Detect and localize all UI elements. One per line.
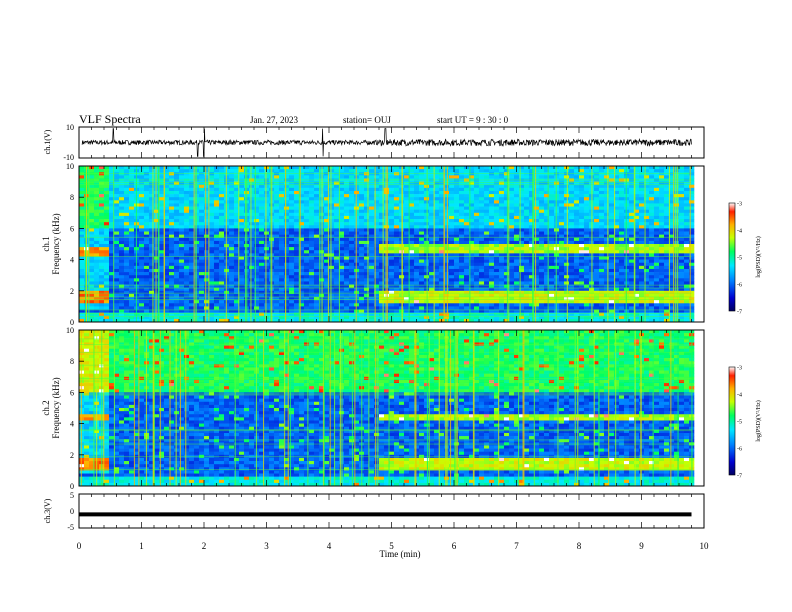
ch1-ytick-bottom: -10 <box>63 153 74 162</box>
freq-tick-label: 2 <box>70 451 74 460</box>
time-tick-label: 4 <box>327 541 332 551</box>
ch2-spectrogram-image <box>79 330 695 487</box>
time-tick-label: 9 <box>639 541 644 551</box>
time-tick-label: 0 <box>77 541 82 551</box>
freq-tick-label: 2 <box>70 287 74 296</box>
time-tick-label: 8 <box>577 541 582 551</box>
time-tick-label: 10 <box>700 541 710 551</box>
time-tick-label: 1 <box>139 541 144 551</box>
ch1-waveform-panel: 10 -10 ch.1(V) <box>43 123 705 162</box>
colorbar-tick-label: -7 <box>737 474 742 480</box>
ch1-colorbar: -3 -4 -5 -6 -7 log(PSD)(V²/Hz) <box>728 202 762 316</box>
freq-tick-label: 8 <box>70 357 74 366</box>
time-tick-label: 2 <box>202 541 207 551</box>
colorbar-tick-label: -4 <box>737 393 742 399</box>
time-tick-label: 7 <box>514 541 519 551</box>
time-tick-label: 6 <box>452 541 457 551</box>
colorbar-tick-label: -4 <box>737 229 742 235</box>
freq-tick-label: 8 <box>70 193 74 202</box>
station-label: station= OUJ <box>343 115 391 125</box>
colorbar-tick-label: -6 <box>737 283 742 289</box>
ch1-colorbar-label: log(PSD)(V²/Hz) <box>755 236 762 277</box>
time-axis-label: Time (min) <box>380 549 421 559</box>
freq-tick-label: 4 <box>70 420 74 429</box>
freq-tick-label: 0 <box>70 482 74 491</box>
ch3-ytick-top: 5 <box>70 491 74 500</box>
ch2-spectrogram-panel: 0 2 4 6 8 10 ch.2 Frequency (kHz) <box>41 326 705 491</box>
freq-tick-label: 0 <box>70 318 74 327</box>
ch1-spec-ylabel: Frequency (kHz) <box>51 213 61 274</box>
colorbar-tick-label: -6 <box>737 447 742 453</box>
ch3-ytick-mid: 0 <box>70 507 74 516</box>
colorbar-tick-label: -5 <box>737 256 742 262</box>
ch1-spectrogram-panel: 0 2 4 6 8 10 ch.1 Frequency (kHz) <box>41 162 705 327</box>
colorbar-tick-label: -3 <box>737 202 742 208</box>
colorbar-tick-label: -5 <box>737 420 742 426</box>
ch1-spec-ylabel-channel: ch.1 <box>41 236 51 251</box>
ch2-colorbar-label: log(PSD)(V²/Hz) <box>755 400 762 441</box>
freq-tick-label: 10 <box>66 162 74 171</box>
ch3-ylabel: ch.3(V) <box>43 498 52 523</box>
ch2-spec-ylabel: Frequency (kHz) <box>51 377 61 438</box>
ch1-spectrogram-image <box>79 166 695 323</box>
freq-tick-label: 4 <box>70 256 74 265</box>
freq-tick-label: 10 <box>66 326 74 335</box>
time-tick-label: 3 <box>264 541 269 551</box>
colorbar-tick-label: -3 <box>737 366 742 372</box>
ch2-spec-ylabel-channel: ch.2 <box>41 400 51 415</box>
freq-tick-label: 6 <box>70 388 74 397</box>
ch1-ytick-top: 10 <box>66 123 74 132</box>
freq-tick-label: 6 <box>70 224 74 233</box>
start-time-label: start UT = 9 : 30 : 0 <box>437 115 509 125</box>
ch3-ytick-bottom: -5 <box>67 523 74 532</box>
ch1-ylabel: ch.1(V) <box>43 129 52 154</box>
ch3-waveform-panel: 5 0 -5 ch.3(V) <box>43 491 705 532</box>
colorbar-tick-label: -7 <box>737 310 742 316</box>
time-axis-labels: 0 1 2 3 4 5 6 7 8 9 10 <box>77 541 709 551</box>
ch1-waveform-trace <box>81 128 692 157</box>
time-tick-label: 5 <box>389 541 394 551</box>
figure-title: VLF Spectra <box>79 112 141 126</box>
time-axis-ticks <box>78 127 705 528</box>
ch2-colorbar: -3 -4 -5 -6 -7 log(PSD)(V²/Hz) <box>728 366 762 480</box>
date-label: Jan. 27, 2023 <box>250 115 298 125</box>
